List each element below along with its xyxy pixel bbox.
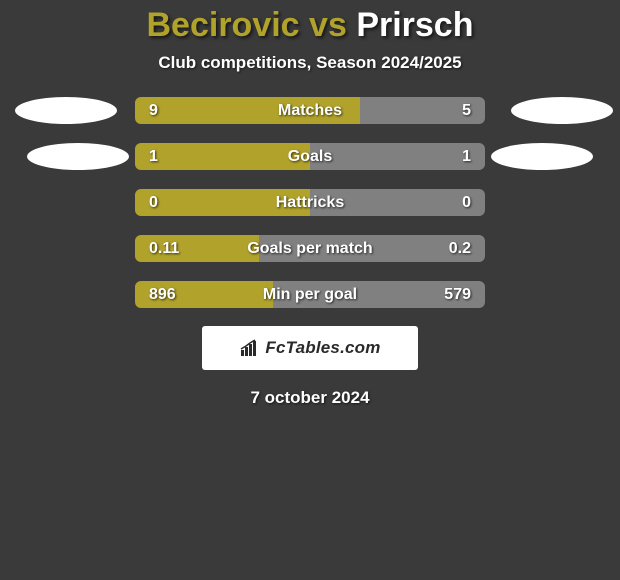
stat-row: 0.110.2Goals per match xyxy=(0,235,620,262)
comparison-card: Becirovic vs Prirsch Club competitions, … xyxy=(0,0,620,408)
bullet-right xyxy=(491,143,593,170)
stat-label: Matches xyxy=(135,97,485,124)
stat-rows: 95Matches 11Goals 00Hattricks 0.110.2Goals … xyxy=(0,97,620,308)
brand-chart-icon xyxy=(239,339,261,357)
stat-row: 00Hattricks xyxy=(0,189,620,216)
bullet-spacer xyxy=(7,189,109,216)
stat-bar: 896579Min per goal xyxy=(135,281,485,308)
stat-row: 896579Min per goal xyxy=(0,281,620,308)
bullet-spacer xyxy=(7,235,109,262)
stat-bar: 0.110.2Goals per match xyxy=(135,235,485,262)
title-player1: Becirovic xyxy=(147,6,300,44)
brand-box: FcTables.com xyxy=(202,326,418,370)
title-player2: Prirsch xyxy=(356,6,473,44)
stat-label: Min per goal xyxy=(135,281,485,308)
stat-label: Hattricks xyxy=(135,189,485,216)
page-title: Becirovic vs Prirsch xyxy=(147,6,474,45)
stat-bar: 00Hattricks xyxy=(135,189,485,216)
title-vs: vs xyxy=(300,6,357,44)
stat-label: Goals per match xyxy=(135,235,485,262)
bullet-spacer xyxy=(511,281,613,308)
stat-bar: 11Goals xyxy=(135,143,485,170)
brand-text: FcTables.com xyxy=(265,338,380,358)
stat-row: 95Matches xyxy=(0,97,620,124)
bullet-spacer xyxy=(7,281,109,308)
stat-label: Goals xyxy=(135,143,485,170)
date-text: 7 october 2024 xyxy=(250,388,369,408)
bullet-right xyxy=(511,97,613,124)
bullet-left xyxy=(15,97,117,124)
subtitle: Club competitions, Season 2024/2025 xyxy=(158,53,461,73)
bullet-left xyxy=(27,143,129,170)
stat-bar: 95Matches xyxy=(135,97,485,124)
stat-row: 11Goals xyxy=(0,143,620,170)
bullet-spacer xyxy=(511,235,613,262)
bullet-spacer xyxy=(511,189,613,216)
